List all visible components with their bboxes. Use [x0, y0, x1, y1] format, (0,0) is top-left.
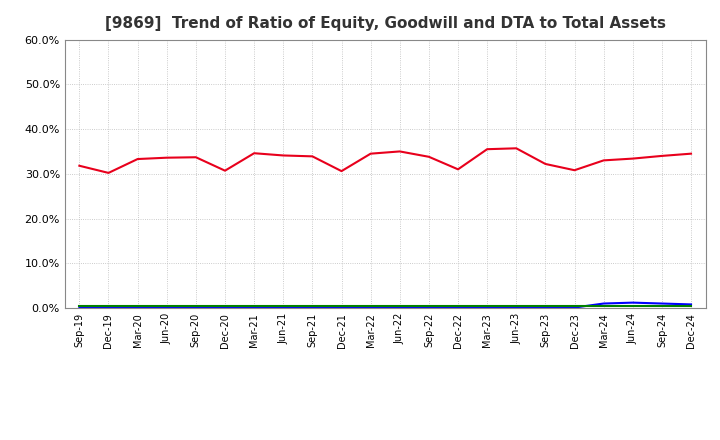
Deferred Tax Assets: [570, 303, 579, 308]
Goodwill: [541, 305, 550, 310]
Deferred Tax Assets: [657, 303, 666, 308]
Deferred Tax Assets: [104, 303, 113, 308]
Equity: [687, 151, 696, 156]
Equity: [395, 149, 404, 154]
Deferred Tax Assets: [220, 303, 229, 308]
Equity: [366, 151, 375, 156]
Goodwill: [337, 305, 346, 310]
Line: Equity: Equity: [79, 148, 691, 173]
Equity: [308, 154, 317, 159]
Goodwill: [629, 300, 637, 305]
Equity: [454, 167, 462, 172]
Equity: [483, 147, 492, 152]
Equity: [250, 150, 258, 156]
Deferred Tax Assets: [366, 303, 375, 308]
Deferred Tax Assets: [454, 303, 462, 308]
Deferred Tax Assets: [75, 303, 84, 308]
Deferred Tax Assets: [599, 303, 608, 308]
Deferred Tax Assets: [133, 303, 142, 308]
Equity: [629, 156, 637, 161]
Goodwill: [250, 305, 258, 310]
Deferred Tax Assets: [192, 303, 200, 308]
Equity: [657, 153, 666, 158]
Goodwill: [279, 305, 287, 310]
Deferred Tax Assets: [250, 303, 258, 308]
Goodwill: [570, 305, 579, 310]
Equity: [599, 158, 608, 163]
Goodwill: [163, 305, 171, 310]
Equity: [512, 146, 521, 151]
Equity: [104, 170, 113, 176]
Goodwill: [425, 305, 433, 310]
Equity: [133, 156, 142, 161]
Equity: [75, 163, 84, 169]
Deferred Tax Assets: [512, 303, 521, 308]
Equity: [570, 168, 579, 173]
Goodwill: [657, 301, 666, 306]
Deferred Tax Assets: [425, 303, 433, 308]
Equity: [279, 153, 287, 158]
Equity: [163, 155, 171, 160]
Goodwill: [366, 305, 375, 310]
Equity: [337, 169, 346, 174]
Goodwill: [133, 305, 142, 310]
Title: [9869]  Trend of Ratio of Equity, Goodwill and DTA to Total Assets: [9869] Trend of Ratio of Equity, Goodwil…: [104, 16, 666, 32]
Goodwill: [75, 305, 84, 310]
Goodwill: [599, 301, 608, 306]
Deferred Tax Assets: [337, 303, 346, 308]
Goodwill: [687, 302, 696, 307]
Equity: [425, 154, 433, 159]
Equity: [541, 161, 550, 167]
Goodwill: [395, 305, 404, 310]
Deferred Tax Assets: [541, 303, 550, 308]
Goodwill: [512, 305, 521, 310]
Equity: [192, 154, 200, 160]
Goodwill: [454, 305, 462, 310]
Goodwill: [192, 305, 200, 310]
Deferred Tax Assets: [483, 303, 492, 308]
Deferred Tax Assets: [279, 303, 287, 308]
Deferred Tax Assets: [308, 303, 317, 308]
Goodwill: [220, 305, 229, 310]
Deferred Tax Assets: [687, 303, 696, 308]
Goodwill: [483, 305, 492, 310]
Deferred Tax Assets: [629, 303, 637, 308]
Equity: [220, 168, 229, 173]
Deferred Tax Assets: [163, 303, 171, 308]
Deferred Tax Assets: [395, 303, 404, 308]
Goodwill: [104, 305, 113, 310]
Line: Goodwill: Goodwill: [79, 303, 691, 308]
Goodwill: [308, 305, 317, 310]
